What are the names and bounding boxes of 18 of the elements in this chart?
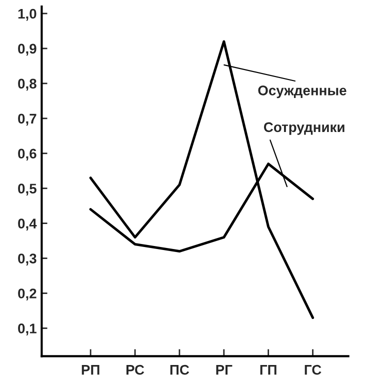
y-tick-label: 0,9	[18, 44, 36, 56]
y-tick-label: 0,3	[18, 254, 36, 266]
y-tick-label: 0,4	[18, 218, 37, 230]
text: Сотрудники	[264, 122, 344, 135]
y-tick-label: 0,5	[18, 184, 36, 196]
series-label: Осужденные	[258, 86, 346, 98]
y-tick-label: 0,6	[18, 148, 36, 161]
y-tick-label: 1,0	[18, 8, 36, 21]
x-tick-label: РП	[82, 365, 100, 375]
y-tick-label: 0,2	[18, 288, 36, 300]
y-tick-label: 0,7	[18, 114, 36, 126]
x-tick-label: ПС	[170, 364, 190, 375]
x-tick-label: РС	[126, 364, 144, 375]
y-tick-label: 0,8	[18, 78, 36, 91]
x-tick-label: ГП	[260, 365, 276, 375]
x-tick-label: ГС	[304, 364, 322, 375]
y-tick-label: 0,1	[18, 324, 36, 336]
x-tick-label: РГ	[216, 365, 232, 375]
